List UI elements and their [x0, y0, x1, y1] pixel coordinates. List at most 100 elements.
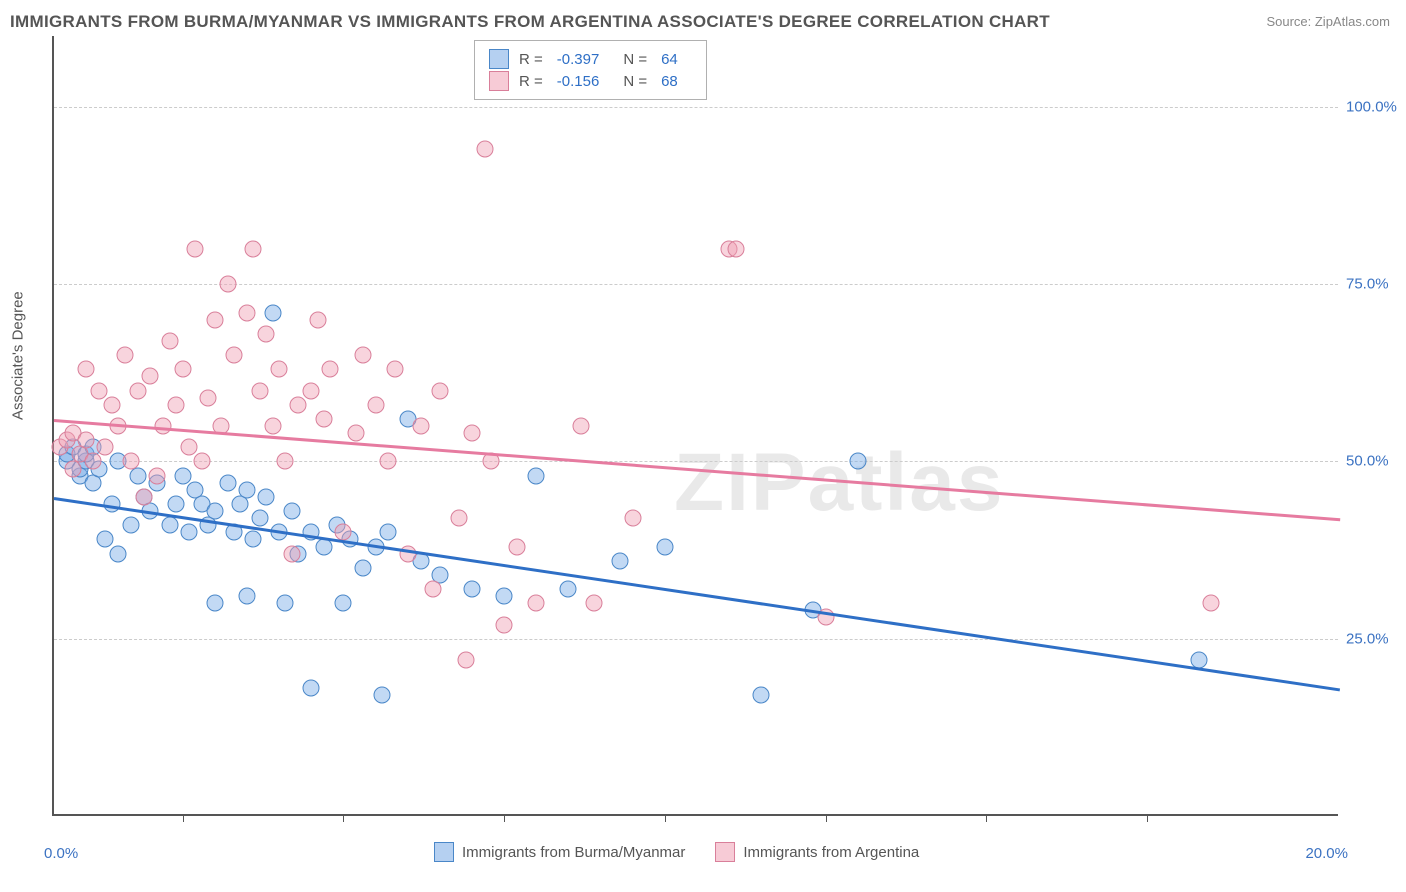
data-point [161, 517, 178, 534]
y-tick-label: 25.0% [1346, 630, 1406, 647]
data-point [476, 141, 493, 158]
x-tick-mark [504, 814, 505, 822]
legend-row-pink: R = -0.156 N = 68 [489, 71, 692, 91]
gridline [54, 107, 1338, 108]
x-tick-mark [183, 814, 184, 822]
data-point [168, 496, 185, 513]
data-point [238, 304, 255, 321]
data-point [193, 453, 210, 470]
x-tick-max: 20.0% [1305, 845, 1348, 862]
data-point [91, 382, 108, 399]
data-point [277, 453, 294, 470]
data-point [271, 361, 288, 378]
swatch-blue-icon [489, 49, 509, 69]
correlation-legend: R = -0.397 N = 64 R = -0.156 N = 68 [474, 40, 707, 100]
data-point [425, 581, 442, 598]
data-point [168, 396, 185, 413]
chart-title: IMMIGRANTS FROM BURMA/MYANMAR VS IMMIGRA… [10, 12, 1050, 32]
data-point [354, 559, 371, 576]
data-point [258, 488, 275, 505]
gridline [54, 461, 1338, 462]
data-point [206, 311, 223, 328]
data-point [110, 545, 127, 562]
data-point [78, 432, 95, 449]
data-point [656, 538, 673, 555]
swatch-pink-icon [715, 842, 735, 862]
data-point [496, 588, 513, 605]
data-point [303, 680, 320, 697]
legend-row-blue: R = -0.397 N = 64 [489, 49, 692, 69]
data-point [457, 652, 474, 669]
gridline [54, 639, 1338, 640]
data-point [251, 510, 268, 527]
data-point [238, 588, 255, 605]
data-point [283, 545, 300, 562]
data-point [103, 396, 120, 413]
data-point [264, 304, 281, 321]
data-point [496, 616, 513, 633]
data-point [753, 687, 770, 704]
swatch-blue-icon [434, 842, 454, 862]
x-tick-mark [986, 814, 987, 822]
data-point [219, 276, 236, 293]
data-point [463, 425, 480, 442]
swatch-pink-icon [489, 71, 509, 91]
data-point [136, 488, 153, 505]
data-point [322, 361, 339, 378]
data-point [528, 595, 545, 612]
data-point [727, 240, 744, 257]
data-point [463, 581, 480, 598]
scatter-plot: R = -0.397 N = 64 R = -0.156 N = 68 Immi… [52, 36, 1338, 816]
data-point [97, 531, 114, 548]
data-point [226, 347, 243, 364]
source-link[interactable]: ZipAtlas.com [1315, 14, 1390, 29]
data-point [84, 453, 101, 470]
y-tick-label: 75.0% [1346, 276, 1406, 293]
x-tick-mark [826, 814, 827, 822]
data-point [373, 687, 390, 704]
data-point [316, 410, 333, 427]
series-legend: Immigrants from Burma/Myanmar Immigrants… [434, 842, 919, 862]
legend-item-pink: Immigrants from Argentina [715, 842, 919, 862]
data-point [348, 425, 365, 442]
data-point [451, 510, 468, 527]
data-point [354, 347, 371, 364]
data-point [290, 396, 307, 413]
data-point [245, 240, 262, 257]
data-point [283, 503, 300, 520]
data-point [142, 368, 159, 385]
data-point [174, 361, 191, 378]
data-point [412, 418, 429, 435]
data-point [200, 389, 217, 406]
data-point [309, 311, 326, 328]
x-tick-mark [665, 814, 666, 822]
data-point [123, 517, 140, 534]
data-point [174, 467, 191, 484]
x-tick-mark [343, 814, 344, 822]
data-point [1203, 595, 1220, 612]
data-point [380, 453, 397, 470]
y-axis-label: Associate's Degree [10, 291, 27, 420]
data-point [258, 325, 275, 342]
data-point [849, 453, 866, 470]
y-tick-label: 100.0% [1346, 98, 1406, 115]
y-tick-label: 50.0% [1346, 453, 1406, 470]
x-tick-mark [1147, 814, 1148, 822]
data-point [586, 595, 603, 612]
data-point [251, 382, 268, 399]
x-tick-min: 0.0% [44, 845, 78, 862]
legend-item-blue: Immigrants from Burma/Myanmar [434, 842, 685, 862]
data-point [187, 240, 204, 257]
data-point [386, 361, 403, 378]
source-label: Source: ZipAtlas.com [1266, 14, 1390, 29]
data-point [78, 361, 95, 378]
data-point [431, 382, 448, 399]
data-point [335, 595, 352, 612]
data-point [206, 503, 223, 520]
data-point [148, 467, 165, 484]
data-point [573, 418, 590, 435]
data-point [560, 581, 577, 598]
data-point [303, 382, 320, 399]
data-point [264, 418, 281, 435]
data-point [380, 524, 397, 541]
